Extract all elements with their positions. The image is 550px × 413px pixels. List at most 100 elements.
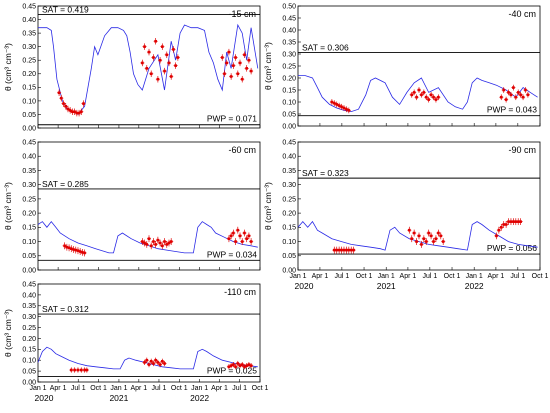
x-tick-label: Jul 1 — [510, 273, 525, 280]
pwp-label: PWP = 0.034 — [207, 249, 257, 259]
obs-point — [333, 248, 336, 252]
depth-label: -40 cm — [508, 9, 536, 19]
model-line — [37, 220, 258, 254]
obs-point — [232, 363, 235, 366]
obs-point — [424, 95, 428, 99]
sat-label: SAT = 0.419 — [42, 4, 89, 14]
plot-frame — [37, 283, 261, 383]
y-tick-label: 0.35 — [22, 168, 36, 175]
plot-frame — [37, 5, 261, 129]
obs-point — [149, 360, 153, 363]
y-tick-label: 0.10 — [22, 239, 36, 246]
obs-point — [340, 248, 343, 252]
sat-label: SAT = 0.312 — [42, 304, 89, 314]
obs-point — [152, 56, 155, 59]
year-label: 2021 — [109, 393, 128, 403]
obs-point — [169, 75, 173, 78]
obs-point — [77, 111, 81, 115]
y-tick-label: 0.45 — [282, 15, 296, 22]
obs-point — [504, 98, 508, 101]
obs-point — [145, 358, 149, 362]
obs-point — [154, 243, 157, 246]
obs-point — [499, 95, 503, 99]
obs-point — [238, 61, 242, 65]
obs-point — [521, 95, 525, 99]
y-tick-label: 0.40 — [282, 27, 296, 34]
y-tick-label: 0.20 — [282, 211, 296, 218]
obs-point — [163, 362, 166, 365]
obs-point — [420, 93, 423, 97]
chart-panel: 0.00 0.05 0.10 0.15 0.20 0.25 0.30 0.35 0.40 0.45… — [263, 139, 548, 291]
obs-point — [236, 228, 240, 232]
pwp-label: PWP = 0.056 — [487, 243, 537, 253]
x-tick-label: Apr 1 — [488, 273, 505, 280]
x-tick-label: Oct 1 — [444, 273, 461, 280]
obs-point — [422, 237, 426, 241]
x-tick-label: Jul 1 — [232, 385, 247, 392]
y-tick-label: 0.35 — [282, 168, 296, 175]
x-tick-label: Oct 1 — [356, 273, 373, 280]
obs-point — [147, 363, 151, 366]
obs-point — [439, 234, 443, 238]
y-tick-label: 0.25 — [282, 196, 296, 203]
obs-point — [227, 237, 231, 241]
obs-point — [417, 234, 421, 238]
obs-point — [243, 231, 246, 235]
obs-point — [245, 237, 248, 241]
obs-point — [429, 93, 433, 97]
plot-frame — [37, 141, 261, 271]
y-tick-label: 0.10 — [22, 98, 36, 105]
chart-panel: 0.00 0.05 0.10 0.15 0.20 0.25 0.30 0.35 0.40 0.45… — [3, 3, 261, 132]
obs-point — [524, 88, 527, 92]
obs-point — [424, 240, 428, 243]
obs-point — [83, 368, 86, 372]
obs-point — [509, 93, 513, 97]
depth-label: -110 cm — [224, 287, 256, 297]
obs-point — [63, 244, 66, 248]
obs-point — [141, 61, 144, 65]
obs-point — [223, 72, 226, 76]
obs-point — [154, 39, 157, 43]
obs-point — [249, 364, 253, 367]
y-tick-label: 0.20 — [282, 75, 296, 82]
obs-point — [249, 240, 253, 243]
obs-point — [76, 249, 80, 252]
obs-point — [73, 368, 76, 372]
obs-point — [422, 91, 426, 94]
year-label: 2022 — [190, 393, 209, 403]
obs-point — [152, 240, 155, 243]
obs-point — [74, 248, 78, 252]
obs-point — [176, 56, 180, 59]
obs-point — [143, 45, 146, 48]
model-line — [297, 220, 538, 251]
obs-point — [143, 241, 146, 245]
obs-point — [516, 91, 520, 94]
obs-point — [225, 61, 228, 65]
y-tick-label: 0.10 — [282, 239, 296, 246]
y-tick-label: 0.25 — [22, 325, 36, 332]
obs-point — [154, 358, 157, 362]
obs-point — [232, 64, 235, 67]
obs-point — [337, 248, 341, 252]
obs-point — [76, 368, 80, 372]
obs-point — [415, 95, 418, 99]
obs-point — [78, 250, 82, 253]
y-tick-label: 0.30 — [282, 51, 296, 58]
y-tick-label: 0.15 — [22, 225, 36, 232]
obs-point — [345, 248, 348, 252]
obs-point — [161, 45, 164, 48]
obs-point — [514, 220, 518, 223]
obs-point — [71, 110, 74, 114]
obs-point — [145, 67, 149, 70]
obs-point — [509, 220, 513, 223]
y-axis-title: θ (cm³ cm⁻³) — [3, 182, 13, 230]
obs-point — [161, 360, 164, 363]
obs-point — [437, 231, 440, 235]
x-tick-label: Jul 1 — [71, 385, 86, 392]
y-tick-label: 0.45 — [22, 3, 36, 10]
obs-point — [432, 240, 435, 243]
obs-point — [412, 91, 416, 94]
y-axis-title: θ (cm³ cm⁻³) — [263, 182, 273, 230]
y-axis-title: θ (cm³ cm⁻³) — [263, 42, 273, 90]
